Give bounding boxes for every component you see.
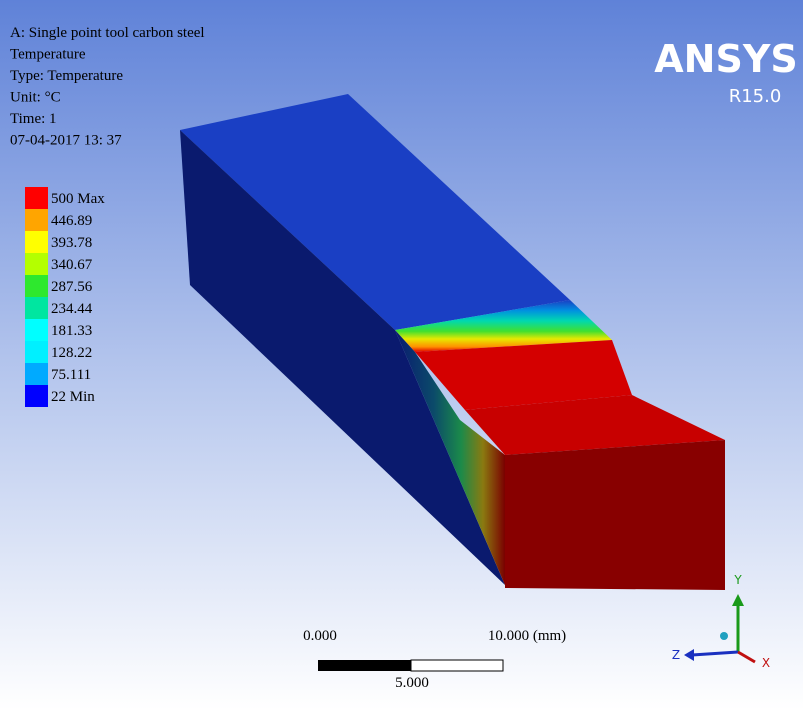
z-label: Z xyxy=(672,648,680,662)
legend-swatch xyxy=(25,385,48,407)
legend-swatch xyxy=(25,297,48,319)
legend-swatch xyxy=(25,187,48,209)
header-line: Type: Temperature xyxy=(10,68,123,84)
header-line: Time: 1 xyxy=(10,111,57,127)
legend-label: 500 Max xyxy=(51,191,105,207)
front-face xyxy=(505,440,725,590)
legend-label: 446.89 xyxy=(51,213,92,229)
legend-swatch xyxy=(25,209,48,231)
triad-origin xyxy=(720,632,728,640)
viewport: A: Single point tool carbon steel Tempera… xyxy=(0,0,803,710)
legend-label: 234.44 xyxy=(51,301,93,317)
legend-label: 75.111 xyxy=(51,367,91,383)
scale-end: 10.000 (mm) xyxy=(488,628,566,644)
legend-label: 128.22 xyxy=(51,345,92,361)
scale-middle: 5.000 xyxy=(395,675,429,691)
legend-label: 393.78 xyxy=(51,235,92,251)
y-label: Y xyxy=(733,573,742,587)
legend-swatch xyxy=(25,275,48,297)
header-line: A: Single point tool carbon steel xyxy=(10,25,205,41)
legend-swatch xyxy=(25,253,48,275)
legend-label: 181.33 xyxy=(51,323,92,339)
header-line: 07-04-2017 13: 37 xyxy=(10,133,122,149)
legend-swatch xyxy=(25,319,48,341)
legend-label: 22 Min xyxy=(51,389,95,405)
scale-start: 0.000 xyxy=(303,628,337,644)
legend-label: 340.67 xyxy=(51,257,93,273)
legend-swatch xyxy=(25,341,48,363)
x-label: X xyxy=(762,656,770,670)
header-line: Temperature xyxy=(10,47,86,63)
legend-swatch xyxy=(25,363,48,385)
header-line: Unit: °C xyxy=(10,90,61,106)
legend-label: 287.56 xyxy=(51,279,93,295)
scale-black xyxy=(318,660,411,671)
logo-version: R15.0 xyxy=(729,86,782,107)
scale-white xyxy=(411,660,503,671)
legend-swatch xyxy=(25,231,48,253)
logo-name: ANSYS xyxy=(654,37,797,81)
